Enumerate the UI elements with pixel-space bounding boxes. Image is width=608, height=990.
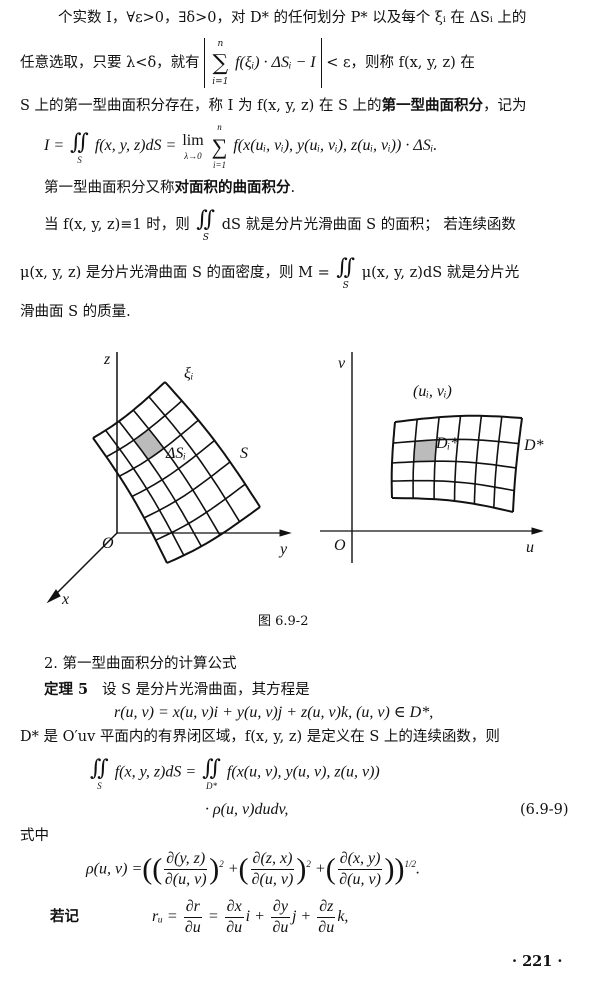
shaded-cell	[413, 439, 437, 462]
equation-integral: ∬ S f(x, y, z)dS = ∬ D* f(x(u, v), y(u, v)…	[90, 755, 380, 791]
theorem-label: 定理 5	[44, 681, 89, 698]
mesh-line	[131, 439, 216, 498]
text-line-2: 任意选取，只要 λ<δ，就有 n ∑ i=1 f(ξᵢ) · ΔSᵢ − I < ε…	[20, 38, 475, 88]
term-bold: 第一型曲面积分	[381, 97, 484, 114]
x-axis	[51, 532, 118, 599]
section-heading: 2. 第一型曲面积分的计算公式	[44, 656, 237, 672]
theorem-text: 设 S 是分片光滑曲面，其方程是	[101, 682, 310, 698]
absolute-value-expression: n ∑ i=1 f(ξᵢ) · ΔSᵢ − I	[204, 38, 322, 88]
y-arrow-icon	[279, 529, 292, 537]
mesh-line	[391, 497, 514, 513]
mesh-line	[391, 460, 517, 469]
note-label: 若记	[50, 908, 79, 925]
sum-expression: f(ξᵢ) · ΔSᵢ − I	[235, 54, 316, 71]
figure-6-9-2: z y x O ξᵢ ΔSᵢ S v u O (uᵢ, vᵢ) Dᵢ* D*	[46, 351, 544, 608]
label-origin: O	[102, 535, 114, 552]
domain-line: D* 是 O′uv 平面内的有界闭区域，f(x, y, z) 是定义在 S 上的…	[20, 729, 500, 745]
label-origin-uv: O	[334, 537, 346, 554]
label-z: z	[103, 351, 111, 368]
mesh-line	[512, 417, 523, 513]
double-integral-symbol: ∬ D*	[202, 755, 221, 791]
mesh-line	[394, 414, 523, 423]
double-integral-symbol: ∬ S	[336, 255, 356, 291]
x-arrow-icon	[46, 589, 61, 604]
text-line-5: 第一型曲面积分又称对面积的曲面积分.	[44, 179, 296, 196]
equation-r: r(u, v) = x(u, v)i + y(u, v)j + z(u, v)k…	[114, 704, 434, 721]
definition-formula: I = ∬ S f(x, y, z)dS = lim λ→0 n ∑ i=1 f(x(u…	[44, 122, 438, 170]
label-v: v	[338, 355, 346, 372]
label-point: (uᵢ, vᵢ)	[413, 383, 452, 400]
text-line-8: 滑曲面 S 的质量.	[20, 304, 131, 320]
equation-number: (6.9-9)	[520, 802, 569, 818]
mesh-line	[143, 461, 231, 519]
label-u: u	[526, 539, 534, 556]
mesh-line	[453, 415, 462, 502]
sum-symbol: n ∑ i=1	[212, 38, 229, 87]
u-arrow-icon	[531, 527, 544, 535]
label-x: x	[61, 591, 69, 608]
text: < ε，则称 f(x, y, z) 在	[326, 55, 475, 71]
label-d: D*	[523, 437, 544, 454]
label-delta-s: ΔSᵢ	[165, 445, 186, 462]
label-s: S	[240, 445, 248, 462]
limit-symbol: lim λ→0	[182, 132, 204, 161]
mesh-line	[166, 506, 261, 564]
text-line-1: 个实数 I，∀ε>0，∃δ>0，对 D* 的任何划分 P* 以及每个 ξᵢ 在 …	[58, 10, 527, 26]
figure-caption: 图 6.9-2	[258, 614, 309, 629]
mesh-line	[390, 421, 396, 499]
mesh-line	[473, 415, 483, 504]
mesh-line	[493, 416, 503, 508]
equation-ru: rᵤ = ∂r ∂u = ∂x ∂u i + ∂y ∂u j + ∂z ∂u k,	[152, 898, 349, 936]
double-integral-symbol: ∬ S	[70, 128, 89, 165]
mesh-line	[391, 479, 515, 492]
text-line-7: μ(x, y, z) 是分片光滑曲面 S 的面密度，则 M = ∬ S μ(x, …	[20, 255, 520, 291]
label-xi: ξᵢ	[184, 365, 193, 382]
double-integral-symbol: ∬ S	[196, 207, 216, 243]
text-line-3: S 上的第一型曲面积分存在，称 I 为 f(x, y, z) 在 S 上的第一型…	[20, 97, 527, 114]
mesh-line	[119, 419, 199, 477]
shaded-cell	[133, 428, 164, 460]
domain-diagram	[320, 352, 544, 563]
theorem-line: 定理 5 设 S 是分片光滑曲面，其方程是	[44, 680, 310, 700]
double-integral-symbol: ∬ S	[90, 755, 109, 791]
mesh-line	[433, 417, 440, 500]
mesh-line	[155, 483, 246, 541]
equation-integral-cont: · ρ(u, v)dudv,	[205, 801, 289, 818]
equation-rho: ρ(u, v) =((∂(y, z) ∂(u, v))2 +(∂(z, x) ∂(u…	[86, 850, 420, 889]
page-number: · 221 ·	[512, 953, 563, 970]
mesh-line	[105, 400, 183, 458]
mesh-line	[92, 381, 166, 439]
surface-diagram	[46, 352, 292, 604]
sum-symbol: n ∑ i=1	[211, 122, 228, 170]
label-y: y	[278, 541, 288, 558]
text-line-6: 当 f(x, y, z)≡1 时，则 ∬ S dS 就是分片光滑曲面 S 的面积；…	[44, 207, 516, 243]
label-di: Dᵢ*	[435, 435, 458, 452]
mesh-line	[393, 438, 519, 445]
text: 任意选取，只要 λ<δ，就有	[20, 55, 200, 71]
where-label: 式中	[20, 828, 49, 844]
